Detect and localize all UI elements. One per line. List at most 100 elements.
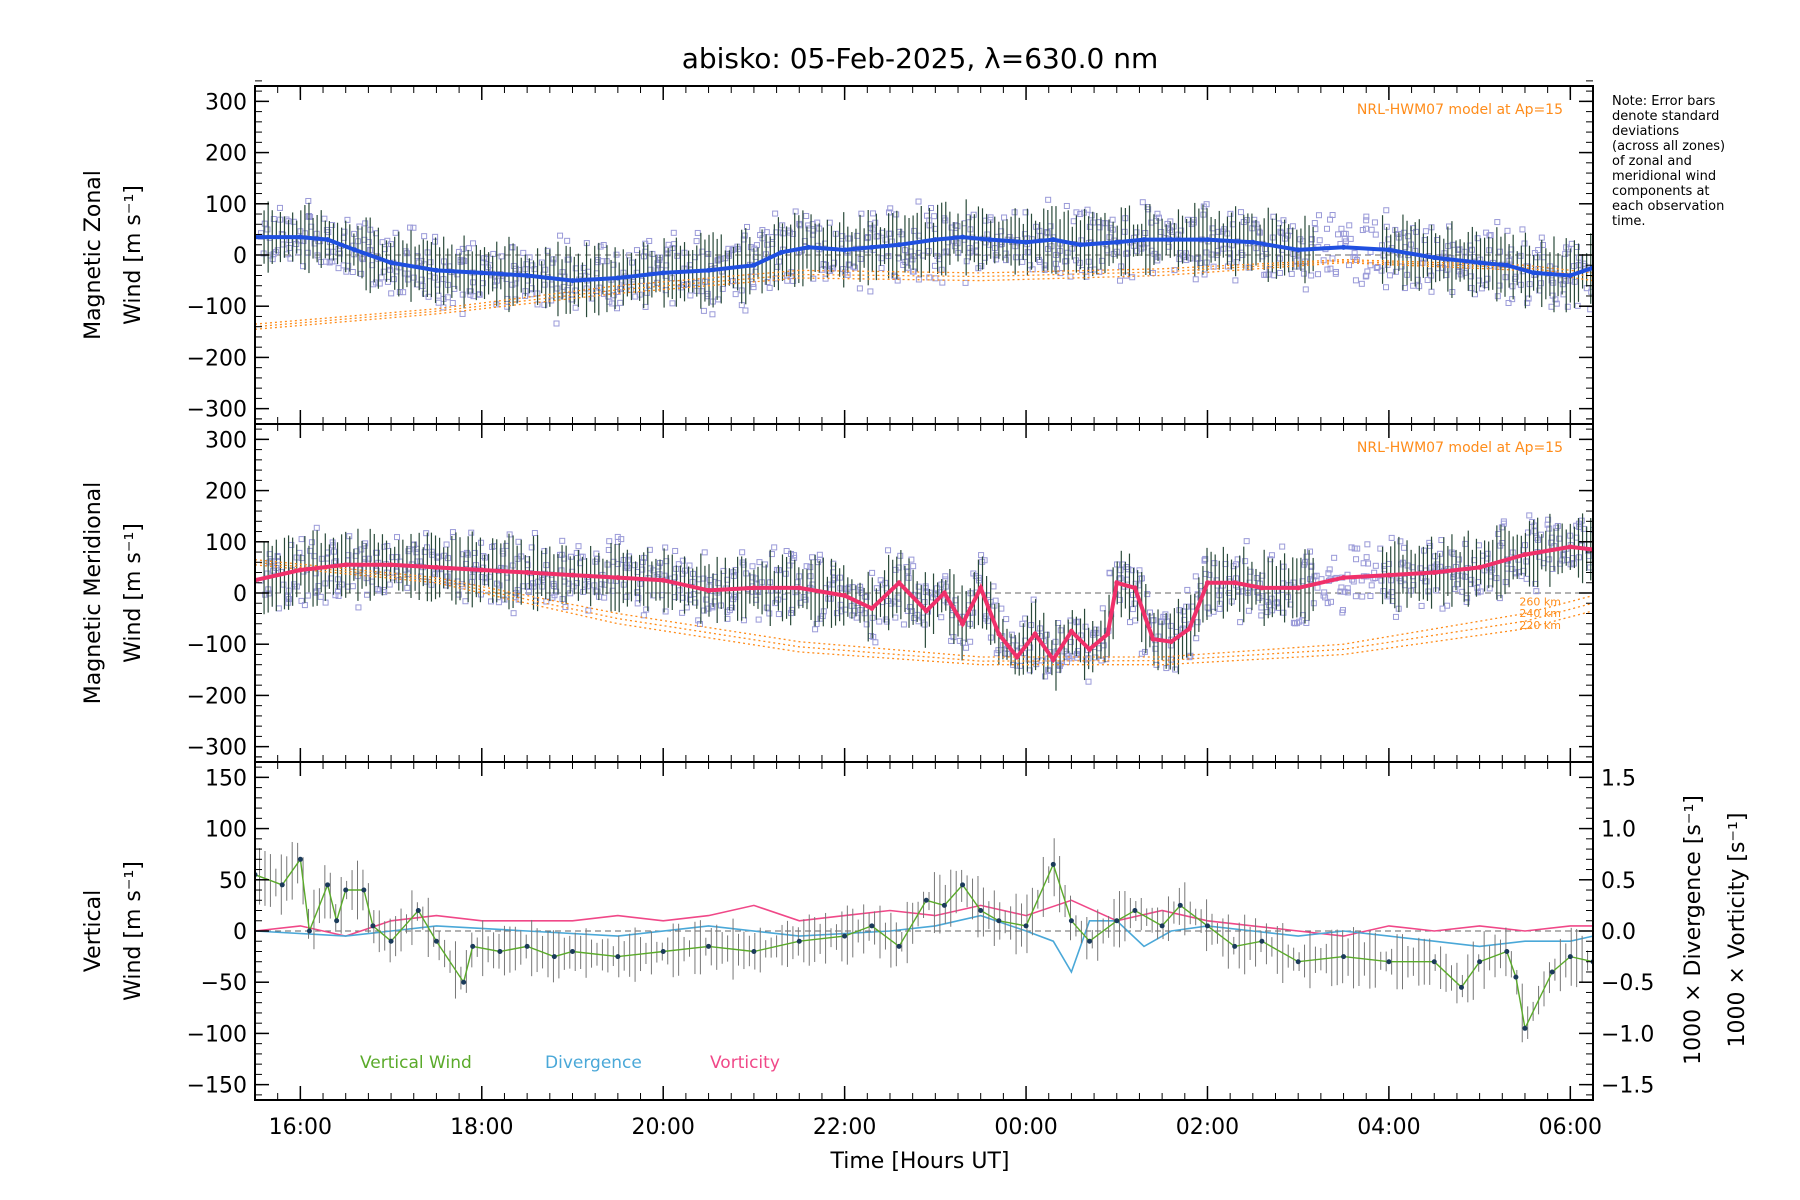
scatter-point (1587, 564, 1593, 571)
data-point (1295, 247, 1301, 253)
scatter-point (1545, 516, 1552, 523)
scatter-point (786, 229, 793, 236)
scatter-point (1300, 270, 1307, 277)
scatter-point (1154, 210, 1161, 217)
scatter-point (1484, 550, 1491, 557)
scatter-point (1258, 604, 1265, 611)
scatter-point (900, 621, 907, 628)
scatter-point (459, 245, 466, 252)
data-point (1168, 639, 1174, 645)
scatter-point (386, 581, 393, 588)
scatter-point (1326, 566, 1333, 573)
scatter-point (541, 281, 548, 288)
scatter-point (1135, 582, 1142, 589)
scatter-point (468, 529, 475, 536)
scatter-point (929, 594, 936, 601)
scatter-point (510, 610, 517, 617)
scatter-point (1344, 585, 1351, 592)
scatter-point (1353, 556, 1360, 563)
scatter-point (1351, 250, 1358, 257)
scatter-point (962, 279, 969, 286)
scatter-point (1364, 268, 1371, 275)
y-axis-label-line2: Wind [m s⁻¹] (121, 185, 146, 325)
scatter-point (1144, 591, 1151, 598)
scatter-point (993, 256, 1000, 263)
scatter-point (1346, 222, 1353, 229)
scatter-point (1468, 285, 1475, 292)
scatter-point (335, 265, 342, 272)
scatter-point (427, 259, 434, 266)
x-tick-label: 02:00 (1176, 1115, 1239, 1140)
scatter-point (861, 593, 868, 600)
scatter-point (488, 598, 495, 605)
y-tick-label: 300 (205, 90, 247, 115)
error-bars (259, 838, 1593, 1043)
scatter-point (1016, 662, 1023, 669)
scatter-point (592, 558, 599, 565)
scatter-point (915, 276, 922, 283)
scatter-point (870, 633, 877, 640)
scatter-point (1562, 250, 1569, 257)
scatter-point (1517, 252, 1524, 259)
scatter-point (676, 587, 683, 594)
scatter-point (1329, 255, 1336, 262)
data-point (325, 882, 331, 888)
data-point (433, 938, 439, 944)
scatter-point (803, 563, 810, 570)
scatter-point (1531, 522, 1538, 529)
scatter-point (307, 547, 314, 554)
scatter-point (1552, 296, 1559, 303)
scatter-point (1121, 228, 1128, 235)
scatter-point (742, 307, 749, 314)
scatter-point (313, 524, 320, 531)
scatter-point (1341, 235, 1348, 242)
scatter-point (1327, 598, 1334, 605)
scatter-point (600, 241, 607, 248)
data-point (388, 260, 394, 266)
scatter-point (1203, 201, 1210, 208)
scatter-point (1378, 267, 1385, 274)
scatter-point (910, 563, 917, 570)
scatter-point (1425, 588, 1432, 595)
y-tick-label: 100 (205, 193, 247, 218)
scatter-point (1383, 284, 1390, 291)
data-point (297, 856, 303, 862)
scatter-point (863, 621, 870, 628)
scatter-point (698, 288, 705, 295)
scatter-point (476, 291, 483, 298)
scatter-point (788, 269, 795, 276)
scatter-point (792, 589, 799, 596)
scatter-point (1202, 555, 1209, 562)
scatter-point (978, 552, 985, 559)
scatter-point (1073, 209, 1080, 216)
scatter-point (837, 585, 844, 592)
data-point (923, 608, 929, 614)
data-point (996, 631, 1002, 637)
data-point (497, 948, 503, 954)
scatter-point (744, 223, 751, 230)
scatter-point (1498, 524, 1505, 531)
scatter-point (1315, 212, 1322, 219)
scatter-point (1509, 283, 1516, 290)
scatter-point (1380, 588, 1387, 595)
scatter-point (1176, 607, 1183, 614)
scatter-point (732, 291, 739, 298)
scatter-point (1268, 552, 1275, 559)
scatter-point (1500, 518, 1507, 525)
scatter-point (1525, 295, 1532, 302)
scatter-point (404, 270, 411, 277)
data-point (1204, 923, 1210, 929)
data-point (1068, 628, 1074, 634)
data-point (1159, 923, 1165, 929)
scatter-point (998, 605, 1005, 612)
scatter-point (573, 549, 580, 556)
y-tick-label: −200 (187, 684, 247, 709)
scatter-point (1419, 259, 1426, 266)
scatter-point (467, 291, 474, 298)
scatter-point (349, 583, 356, 590)
scatter-point (523, 261, 530, 268)
scatter-point (443, 541, 450, 548)
data-point (960, 234, 966, 240)
data-point (896, 242, 902, 248)
